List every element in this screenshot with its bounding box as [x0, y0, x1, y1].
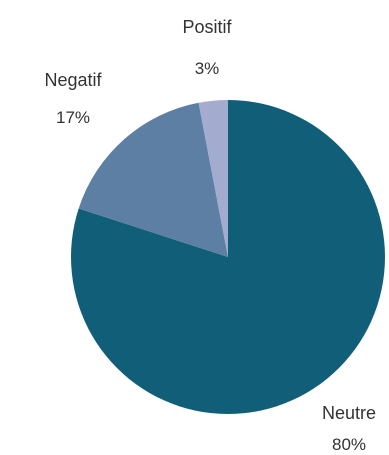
slice-label-positif: Positif — [182, 17, 232, 37]
slice-value-neutre: 80% — [332, 435, 366, 454]
slice-value-negatif: 17% — [56, 108, 90, 127]
pie-slice-neutre — [70, 100, 385, 414]
slice-label-neutre: Neutre — [322, 403, 376, 423]
slice-value-positif: 3% — [195, 59, 220, 78]
pie-slices — [70, 100, 385, 414]
slice-label-negatif: Negatif — [44, 70, 102, 90]
pie-slice-positif — [198, 100, 228, 257]
pie-slice-negatif — [78, 102, 229, 257]
